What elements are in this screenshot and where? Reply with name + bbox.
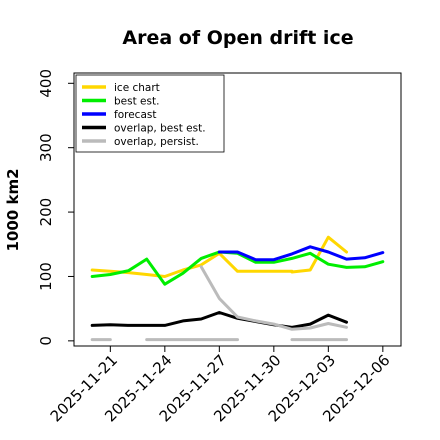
chart-title: Area of Open drift ice bbox=[122, 27, 353, 49]
y-tick-label: 300 bbox=[37, 133, 55, 162]
x-axis: 2025-11-212025-11-242025-11-272025-11-30… bbox=[47, 346, 394, 425]
series-line-overlap-best-est- bbox=[90, 311, 348, 329]
legend: ice chart best est.forecast overlap, best … bbox=[75, 74, 225, 153]
plot-frame bbox=[73, 72, 402, 347]
y-tick-label: 200 bbox=[37, 198, 55, 227]
y-tick-label: 0 bbox=[37, 336, 55, 346]
legend-entry: ice chart bbox=[114, 82, 160, 94]
y-tick-label: 400 bbox=[37, 69, 55, 98]
plot-area bbox=[90, 235, 385, 342]
series-line-ice-chart bbox=[290, 235, 348, 274]
y-tick-label: 100 bbox=[37, 262, 55, 291]
legend-entry: best est. bbox=[114, 96, 159, 108]
series-line-forecast bbox=[217, 245, 385, 262]
legend-entry: overlap, best est. bbox=[114, 123, 206, 135]
series-line-overlap-persist- bbox=[199, 265, 348, 331]
y-axis-label: 1000 km2 bbox=[4, 168, 22, 251]
y-axis: 0 100 200 300 400 bbox=[37, 69, 74, 346]
legend-entry: overlap, persist. bbox=[114, 136, 199, 148]
legend-entry: forecast bbox=[114, 109, 156, 121]
